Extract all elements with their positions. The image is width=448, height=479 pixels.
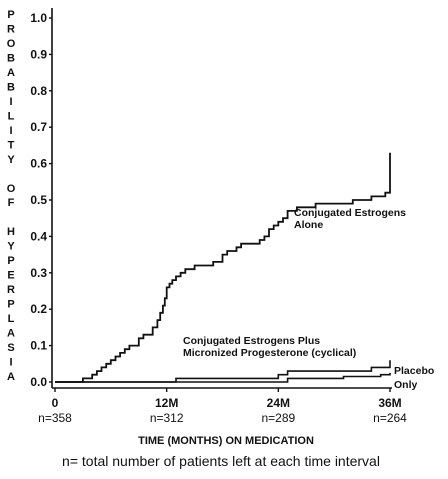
y-ticks: 0.0 0.1 0.2 0.3 0.4 0.5 0.6 0.7 0.8 0.9 1.0 (30, 11, 52, 389)
x-tick-patient-count: n=312 (150, 411, 184, 425)
y-axis-title-letter: I (9, 125, 12, 137)
footnote: n= total number of patients left at each… (62, 453, 380, 469)
y-axis-title-letter: Y (7, 154, 15, 166)
y-axis-title-letter: T (8, 139, 15, 151)
y-tick-label: 0.8 (30, 84, 47, 98)
y-axis-title-letter: S (7, 342, 14, 354)
y-tick-label: 0.7 (30, 120, 47, 134)
series-label-1: Alone (294, 219, 323, 231)
y-axis-title-letter: E (7, 270, 14, 282)
y-axis-title-letter: O (7, 38, 16, 50)
x-tick-label: 0 (52, 396, 59, 410)
y-tick-label: 0.5 (30, 193, 47, 207)
y-axis-title-letter: O (7, 183, 16, 195)
y-axis-title-letter: A (7, 328, 15, 340)
series-line-2 (55, 360, 391, 383)
y-tick-label: 0.9 (30, 47, 47, 61)
y-axis-title-letter: R (7, 284, 15, 296)
y-axis-title-letter: L (8, 110, 15, 122)
x-axis-label: TIME (MONTHS) ON MEDICATION (138, 435, 314, 447)
y-tick-label: 1.0 (30, 11, 47, 25)
series-label-1: Conjugated Estrogens (294, 207, 406, 219)
y-axis-title-letter: P (7, 299, 14, 311)
series-label-3: Placebo (394, 365, 434, 377)
y-axis-title-letter: R (7, 23, 15, 35)
y-axis-title-letter: F (8, 197, 15, 209)
y-tick-label: 0.3 (30, 266, 47, 280)
y-axis-title-letter: P (7, 255, 14, 267)
series-lines (55, 152, 391, 383)
y-tick-label: 0.1 (30, 339, 47, 353)
y-axis-title-letter: B (7, 52, 15, 64)
x-tick-patient-count: n=358 (38, 411, 72, 425)
y-tick-label: 0.2 (30, 302, 47, 316)
y-axis-title-letter: Y (7, 241, 15, 253)
y-axis-title-letter: B (7, 81, 15, 93)
x-tick-patient-count: n=264 (373, 411, 407, 425)
series-line-1 (55, 152, 391, 383)
y-tick-label: 0.4 (30, 229, 47, 243)
series-line-3 (55, 372, 391, 383)
y-axis-title-letter: A (7, 67, 15, 79)
x-tick-label: 36M (378, 396, 401, 410)
x-tick-label: 24M (267, 396, 290, 410)
axes (51, 8, 392, 389)
y-tick-label: 0.6 (30, 157, 47, 171)
y-axis-title-letter: P (7, 9, 14, 21)
x-tick-patient-count: n=289 (261, 411, 295, 425)
y-axis-title-letter: I (9, 96, 12, 108)
y-axis-title-letter: I (9, 357, 12, 369)
y-axis-title-letter: H (7, 226, 15, 238)
series-label-2: Micronized Progesterone (cyclical) (183, 347, 356, 359)
series-label-2: Conjugated Estrogens Plus (183, 335, 320, 347)
y-axis-title-letter: L (8, 313, 15, 325)
y-axis-title-letter: A (7, 371, 15, 383)
y-tick-label: 0.0 (30, 375, 47, 389)
series-label-3: Only (394, 379, 417, 391)
x-tick-label: 12M (155, 396, 178, 410)
